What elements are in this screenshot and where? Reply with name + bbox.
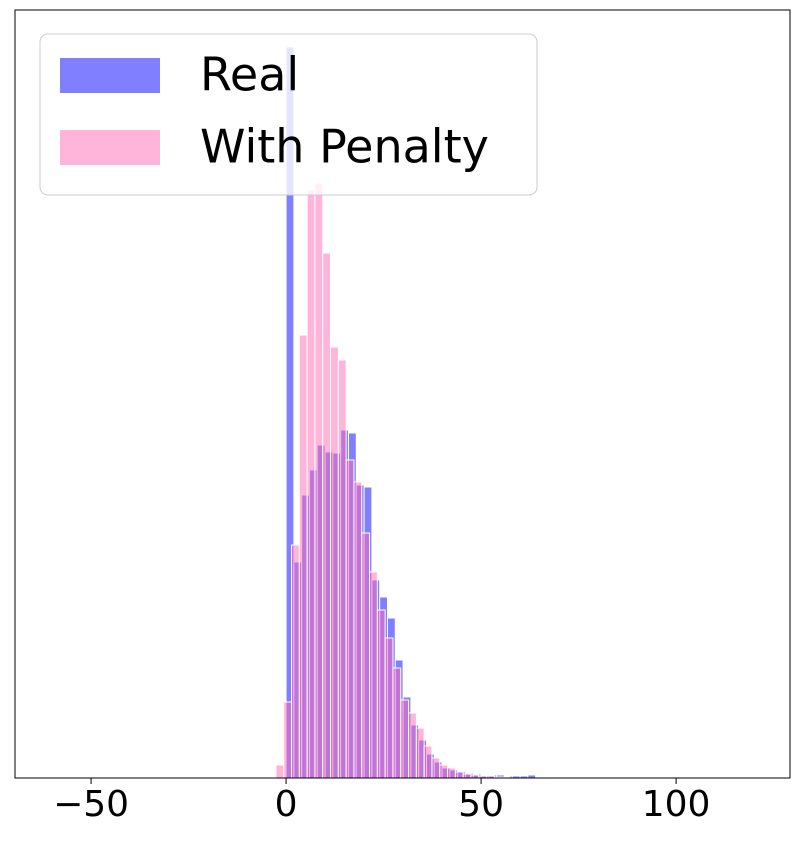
bar (353, 481, 363, 779)
legend-label: With Penalty (200, 120, 489, 174)
bar (337, 359, 347, 779)
bar (423, 745, 433, 779)
bar (322, 252, 332, 779)
bar (462, 773, 472, 779)
legend-label: Real (200, 48, 299, 102)
x-tick-label: −50 (53, 784, 129, 825)
bar (345, 459, 355, 779)
bar (306, 189, 316, 779)
x-tick-label: 100 (642, 784, 711, 825)
bar (283, 701, 293, 779)
bar (439, 764, 449, 779)
bar (408, 712, 417, 779)
bar (376, 609, 386, 779)
bar (361, 532, 371, 779)
x-tick-label: 0 (275, 784, 298, 825)
legend-box (39, 33, 538, 196)
bar (431, 757, 441, 779)
bar (330, 346, 339, 779)
bar (415, 727, 425, 779)
bar (384, 637, 394, 779)
bar (454, 771, 464, 779)
bar (291, 544, 300, 779)
bar (392, 667, 402, 779)
legend-swatch (60, 130, 160, 165)
x-tick-label: 50 (458, 784, 504, 825)
bar (400, 699, 410, 779)
bar (298, 334, 308, 779)
bar (369, 571, 378, 779)
legend-swatch (60, 58, 160, 93)
bar (447, 767, 456, 779)
bar (314, 182, 324, 779)
bar (275, 764, 285, 779)
axes-frame (14, 9, 791, 779)
